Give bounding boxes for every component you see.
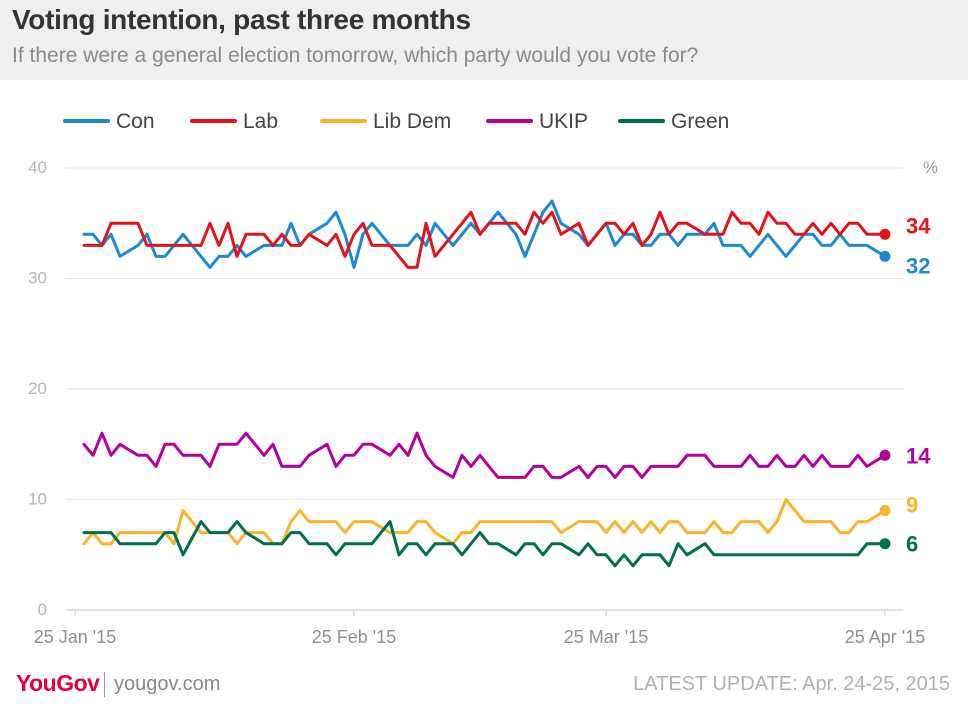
latest-update-value: Apr. 24-25, 2015 <box>802 673 950 695</box>
end-label-lab: 34 <box>906 213 931 238</box>
y-tick-label: 10 <box>28 490 47 509</box>
y-axis: 0 10 20 30 40% <box>28 158 938 619</box>
legend-label: Con <box>116 110 155 133</box>
end-point-con <box>879 250 891 262</box>
x-tick-label: 25 Feb '15 <box>312 627 397 647</box>
y-tick-label: 0 <box>38 600 47 619</box>
series-line-ukip <box>82 431 887 479</box>
y-tick-label: 30 <box>28 269 47 288</box>
x-axis: 25 Jan '15 25 Feb '15 25 Mar '15 25 Apr '15 <box>34 610 926 647</box>
series-line-lab <box>82 210 887 269</box>
yougov-logo: YouGov <box>16 670 100 696</box>
latest-update: LATEST UPDATE: Apr. 24-25, 2015 <box>633 673 950 696</box>
legend-label: UKIP <box>539 110 588 133</box>
end-point-ukip <box>879 449 891 461</box>
footer-divider <box>104 672 105 697</box>
y-tick-label: 20 <box>28 379 47 398</box>
footer-site-link[interactable]: yougov.com <box>114 673 221 695</box>
y-tick-label: 40 <box>28 158 47 177</box>
header: Voting intention, past three months If t… <box>0 0 968 80</box>
end-point-green <box>879 538 891 550</box>
legend-label: Lab <box>243 110 278 133</box>
end-label-lib-dem: 9 <box>906 493 918 518</box>
series-lines <box>82 199 891 568</box>
end-point-lab <box>879 228 891 240</box>
x-tick-label: 25 Mar '15 <box>564 627 648 647</box>
series-line-green <box>82 520 887 568</box>
chart-subtitle: If there were a general election tomorro… <box>12 44 699 67</box>
end-label-ukip: 14 <box>906 443 931 468</box>
end-labels: 32 34 9 14 6 <box>906 213 931 556</box>
legend-label: Lib Dem <box>373 110 451 133</box>
legend-label: Green <box>671 110 729 133</box>
x-tick-label: 25 Apr '15 <box>845 627 926 647</box>
x-tick-label: 25 Jan '15 <box>34 627 117 647</box>
line-chart: Con Lab Lib Dem UKIP Green 0 10 20 30 40% 25 Jan… <box>28 110 938 647</box>
latest-update-label: LATEST UPDATE: <box>633 673 798 695</box>
chart-title: Voting intention, past three months <box>12 4 471 35</box>
end-point-lib-dem <box>879 505 891 517</box>
unit-label: % <box>923 158 938 177</box>
end-label-green: 6 <box>906 532 918 557</box>
end-label-con: 32 <box>906 253 930 278</box>
grid <box>66 167 903 611</box>
series-line-con <box>82 199 887 269</box>
legend: Con Lab Lib Dem UKIP Green <box>63 110 729 133</box>
